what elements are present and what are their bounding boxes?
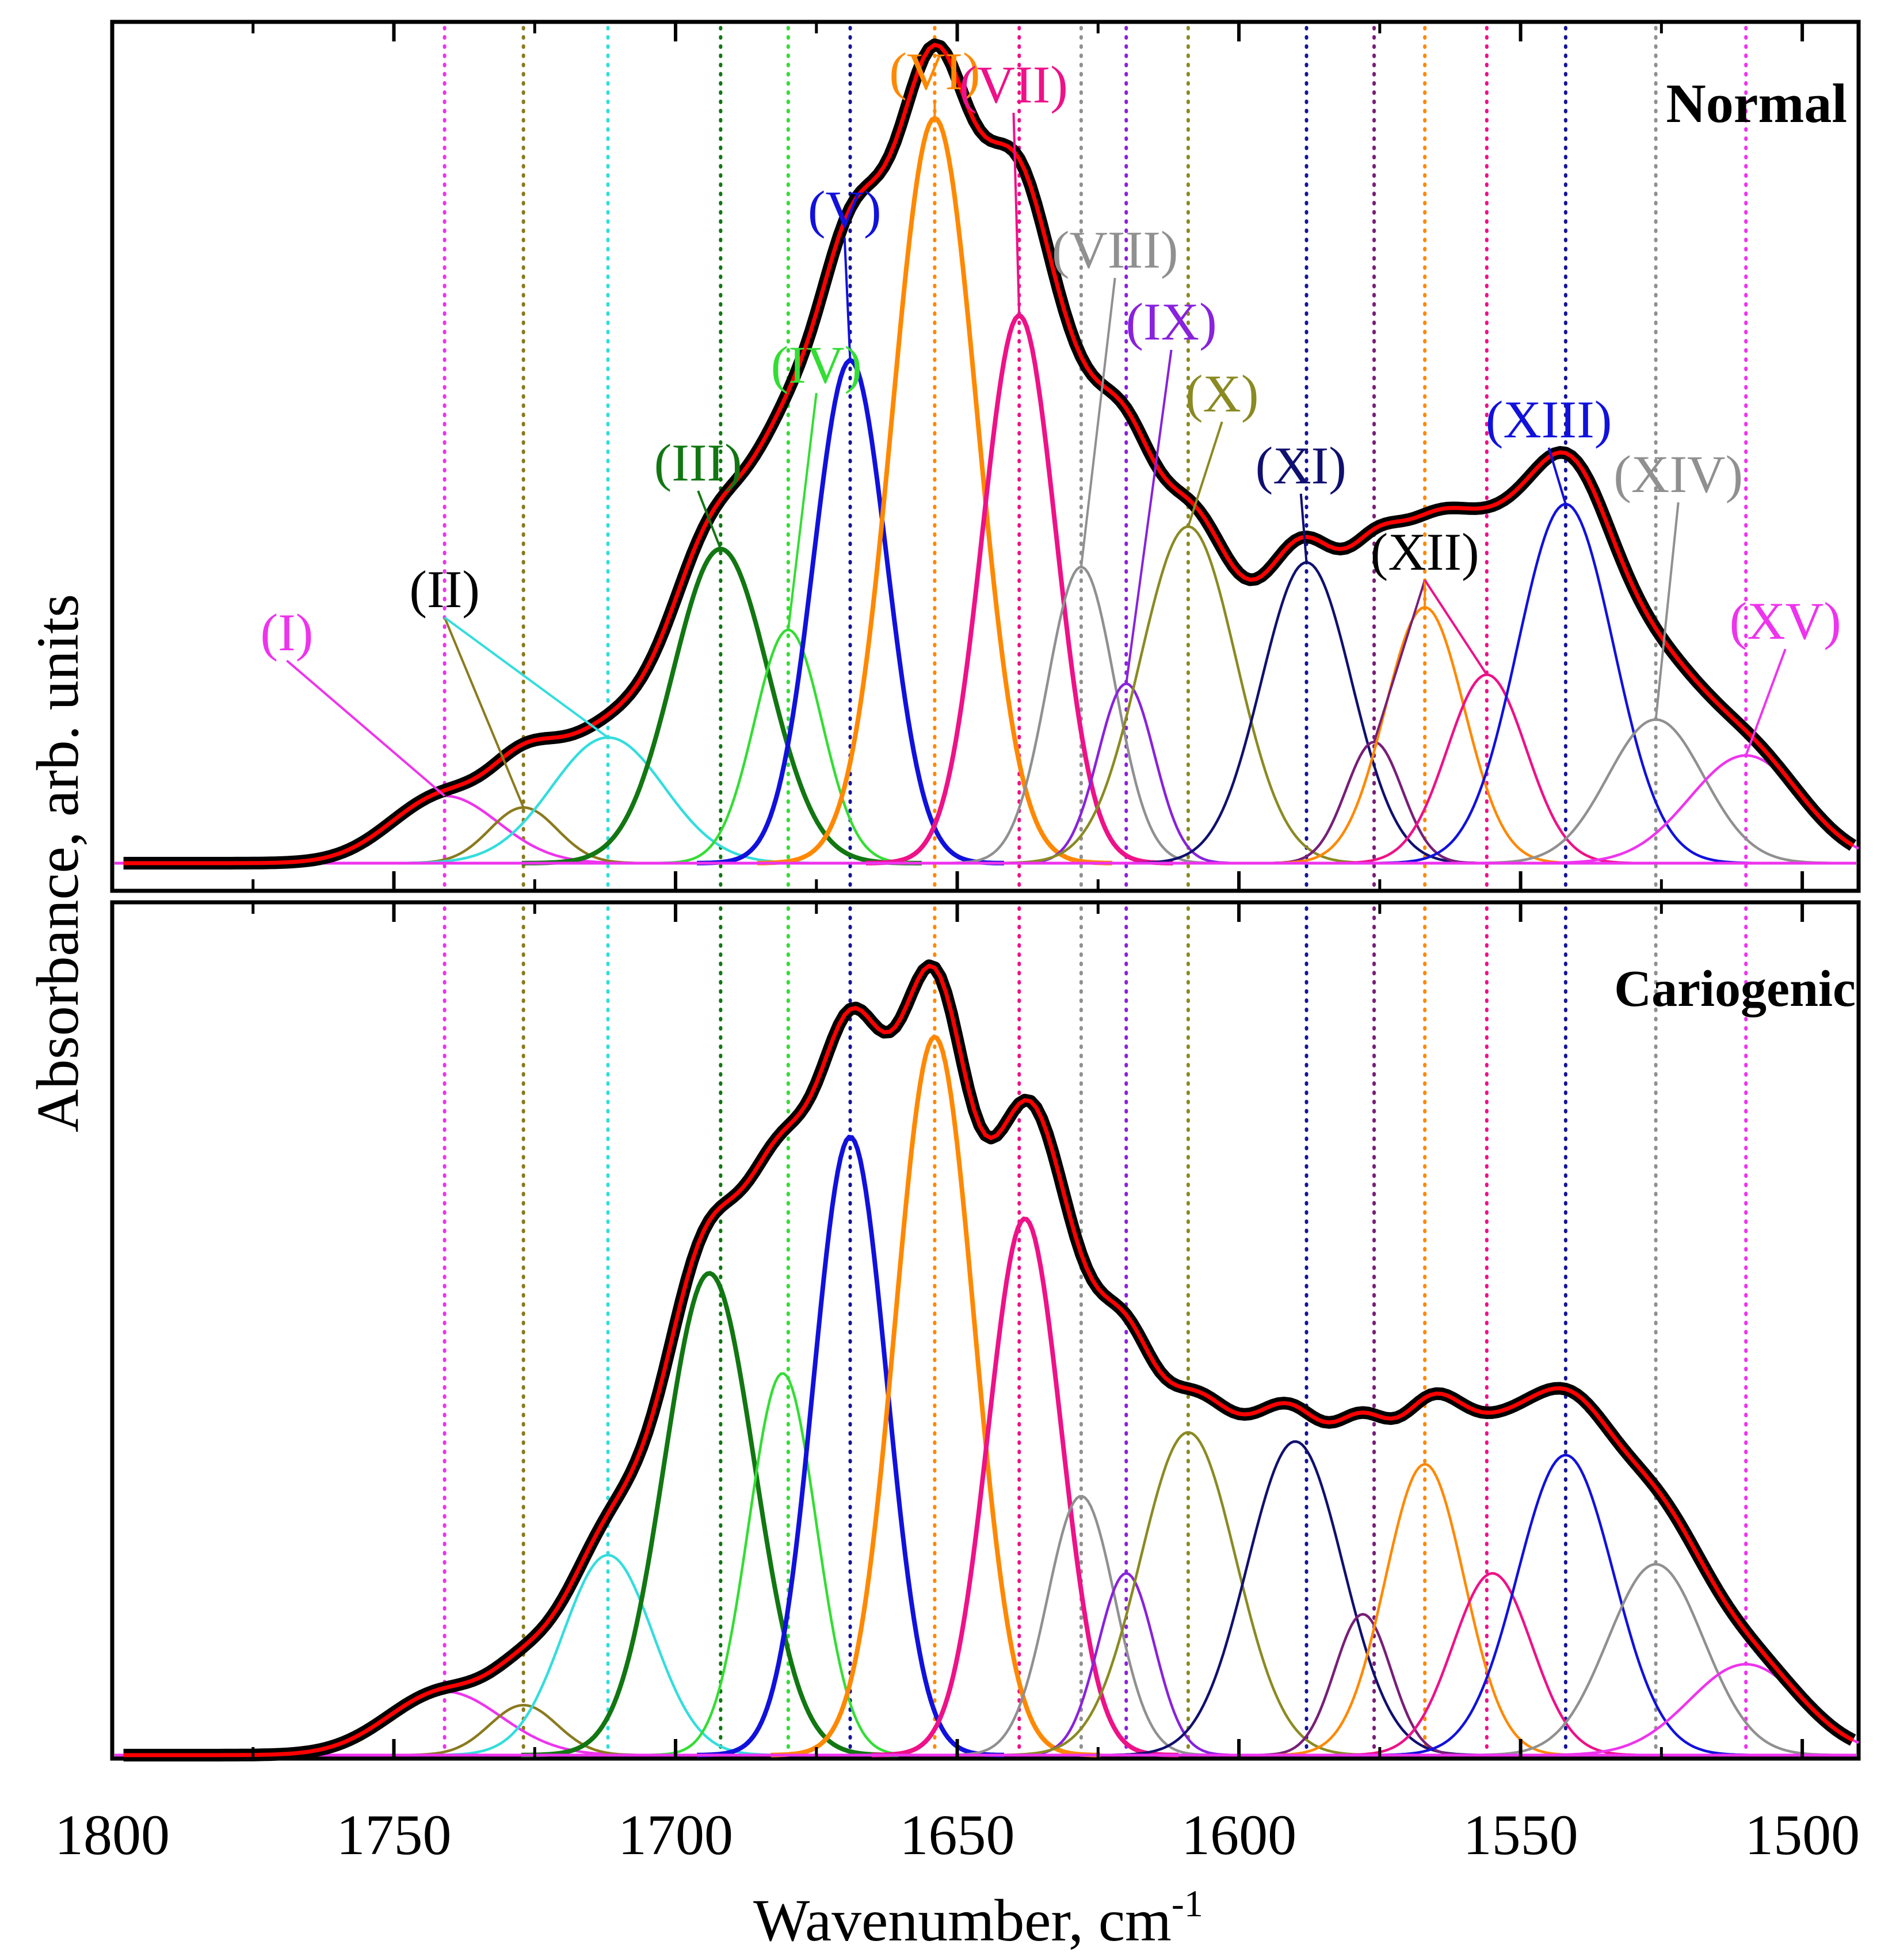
panel-normal-frame <box>110 20 1861 893</box>
component-cariogenic-X <box>989 1431 1390 1757</box>
band-position-lines-cariogenic <box>442 906 1748 1757</box>
component-cariogenic-XII_b <box>1261 1463 1590 1757</box>
panel-title-normal: Normal <box>1666 73 1847 134</box>
leader-XI <box>1299 493 1308 563</box>
component-curves-normal <box>115 115 1860 865</box>
x-tick-label-1600: 1600 <box>1181 1803 1296 1867</box>
band-label-leaders <box>286 100 1787 809</box>
x-tick-label-1750: 1750 <box>337 1803 452 1867</box>
component-cariogenic-VI <box>770 1034 1101 1757</box>
component-cariogenic-III <box>521 1271 899 1757</box>
component-cariogenic-XII_a <box>1244 1612 1482 1757</box>
leader-II <box>443 617 525 809</box>
component-curves-cariogenic <box>115 1034 1859 1757</box>
x-tick-label-1800: 1800 <box>55 1803 170 1867</box>
leader-X <box>1187 421 1223 527</box>
band-label-IV: (IV) <box>771 335 862 394</box>
component-normal-XIII <box>1367 502 1767 865</box>
component-cariogenic-VIII <box>941 1494 1223 1757</box>
x-axis-label: Wavenumber, cm-1 <box>753 1883 1203 1954</box>
component-cariogenic-IV <box>643 1372 925 1757</box>
leader-III <box>697 490 722 550</box>
fit-curve-normal <box>123 43 1855 865</box>
band-label-VIII: (VIII) <box>1052 220 1178 279</box>
panel-title-cariogenic: Cariogenic <box>1614 960 1856 1017</box>
component-cariogenic-VII <box>871 1216 1179 1757</box>
x-tick-label-1650: 1650 <box>900 1803 1015 1867</box>
x-tick-label-1700: 1700 <box>618 1803 733 1867</box>
leader-XIV <box>1654 502 1680 720</box>
leader-XII_a <box>1373 579 1426 742</box>
leader-IV <box>787 392 818 630</box>
leader-VII <box>1012 112 1021 316</box>
leader-II_b <box>444 616 609 739</box>
band-label-VI: (VI) <box>889 42 980 101</box>
leader-IX <box>1125 349 1173 684</box>
band-label-V: (V) <box>808 180 882 239</box>
x-axis-label-text: Wavenumber, cm <box>753 1887 1172 1954</box>
band-label-III: (III) <box>654 433 742 492</box>
band-label-XV: (XV) <box>1730 592 1841 650</box>
component-normal-III <box>521 547 922 865</box>
band-label-XIV: (XIV) <box>1613 445 1743 504</box>
leader-I <box>286 659 445 797</box>
leader-VIII <box>1079 277 1116 567</box>
component-cariogenic-XIV <box>1457 1563 1857 1757</box>
component-normal-V <box>697 358 1004 865</box>
leader-XV <box>1745 649 1787 756</box>
band-label-VII: (VII) <box>959 55 1068 114</box>
x-tick-labels: 1800 1750 1700 1650 1600 1550 1500 <box>55 1803 1860 1867</box>
x-tick-label-1550: 1550 <box>1463 1803 1578 1867</box>
component-normal-VII <box>865 313 1173 865</box>
x-axis-label-superscript: -1 <box>1172 1883 1203 1925</box>
component-cariogenic-XIII <box>1367 1454 1767 1757</box>
band-label-X: (X) <box>1185 364 1259 423</box>
leader-V <box>843 237 852 361</box>
fit-cariogenic <box>123 959 1856 1761</box>
y-axis-label: Absorbance, arb. units <box>25 594 91 1132</box>
axis-ticks <box>110 22 1805 1759</box>
band-label-XI: (XI) <box>1256 436 1346 495</box>
fit-curve-cariogenic <box>123 963 1854 1757</box>
band-labels: (I) (II) (III) (IV) (V) (VI)(VII) (VIII) (IX) (X… <box>261 42 1841 662</box>
band-label-XII_a: (XII) <box>1371 523 1479 581</box>
band-label-I: (I) <box>261 603 314 662</box>
band-label-IX: (IX) <box>1126 292 1216 351</box>
x-tick-label-1500: 1500 <box>1745 1803 1860 1867</box>
component-cariogenic-V <box>697 1134 1004 1757</box>
leader-XII_c <box>1424 579 1488 676</box>
component-normal-XI <box>1118 561 1496 865</box>
leader-XIII <box>1547 447 1567 505</box>
band-label-II: (II) <box>409 560 480 619</box>
fit-normal <box>123 38 1857 870</box>
panel-cariogenic-frame <box>110 900 1861 1761</box>
band-label-XIII: (XIII) <box>1486 390 1612 449</box>
